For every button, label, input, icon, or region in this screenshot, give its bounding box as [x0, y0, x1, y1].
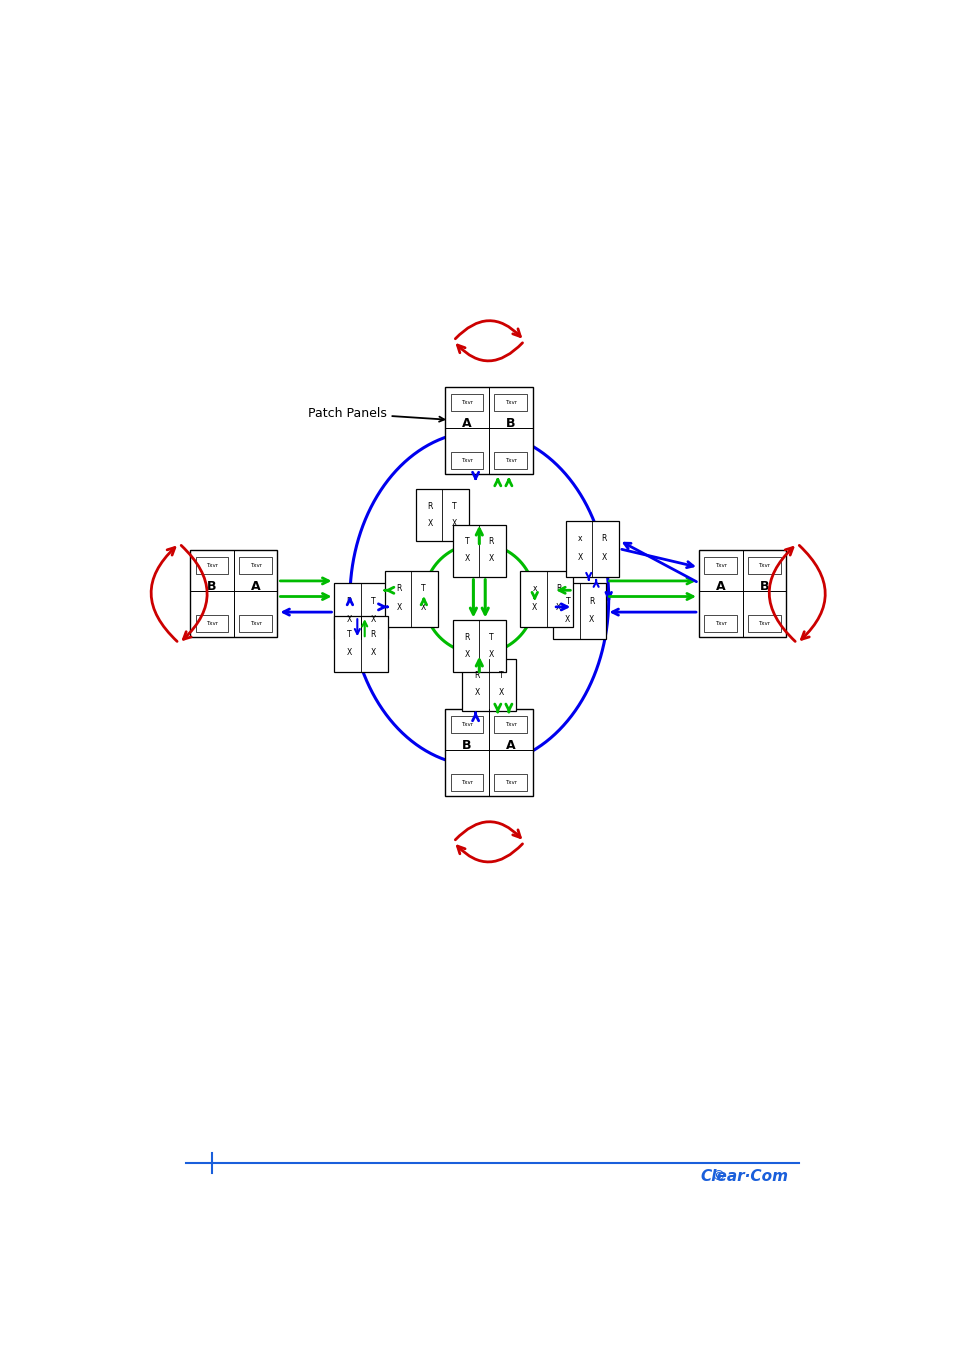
Text: Txvr: Txvr — [758, 621, 769, 626]
FancyBboxPatch shape — [239, 616, 272, 632]
Text: T: T — [565, 597, 570, 606]
FancyBboxPatch shape — [450, 717, 483, 733]
FancyBboxPatch shape — [747, 616, 780, 632]
FancyBboxPatch shape — [335, 616, 387, 672]
Text: Txvr: Txvr — [460, 400, 473, 405]
Text: Txvr: Txvr — [504, 722, 517, 728]
Text: Txvr: Txvr — [504, 400, 517, 405]
Text: R: R — [488, 537, 494, 547]
FancyBboxPatch shape — [190, 549, 277, 637]
FancyBboxPatch shape — [453, 525, 505, 576]
Text: R: R — [427, 502, 433, 510]
Text: R: R — [474, 671, 479, 680]
Text: Txvr: Txvr — [460, 722, 473, 728]
Text: B: B — [759, 580, 768, 594]
Text: R: R — [556, 585, 560, 593]
FancyBboxPatch shape — [195, 616, 228, 632]
Text: Txvr: Txvr — [250, 621, 261, 626]
FancyBboxPatch shape — [553, 583, 606, 639]
Text: Txvr: Txvr — [504, 458, 517, 463]
Text: x: x — [578, 535, 582, 543]
Text: A: A — [715, 580, 725, 594]
Text: R: R — [589, 597, 594, 606]
Text: B: B — [505, 417, 515, 431]
Text: R: R — [396, 585, 401, 593]
Text: X: X — [488, 649, 494, 659]
Text: B: B — [462, 740, 472, 752]
FancyBboxPatch shape — [335, 583, 387, 639]
Text: ©: © — [710, 1169, 724, 1184]
FancyBboxPatch shape — [453, 621, 505, 672]
Text: R: R — [370, 630, 375, 639]
FancyBboxPatch shape — [416, 490, 469, 541]
FancyBboxPatch shape — [384, 571, 437, 626]
FancyBboxPatch shape — [239, 558, 272, 574]
FancyBboxPatch shape — [494, 717, 527, 733]
Text: T: T — [346, 630, 351, 639]
Text: X: X — [532, 602, 537, 612]
Text: A: A — [462, 417, 472, 431]
Text: A: A — [505, 740, 515, 752]
Text: R: R — [601, 535, 606, 543]
Text: Txvr: Txvr — [714, 621, 726, 626]
Text: X: X — [396, 602, 401, 612]
Text: B: B — [207, 580, 216, 594]
Text: X: X — [420, 602, 425, 612]
Text: Txvr: Txvr — [758, 563, 769, 568]
FancyBboxPatch shape — [445, 709, 532, 796]
FancyBboxPatch shape — [699, 549, 785, 637]
Text: X: X — [474, 688, 479, 697]
FancyBboxPatch shape — [519, 571, 573, 626]
Text: X: X — [427, 518, 433, 528]
Text: T: T — [420, 585, 425, 593]
Text: Txvr: Txvr — [206, 621, 218, 626]
Text: Patch Panels: Patch Panels — [308, 406, 444, 421]
Text: X: X — [556, 602, 560, 612]
Text: X: X — [497, 688, 503, 697]
Text: X: X — [346, 616, 352, 624]
FancyBboxPatch shape — [445, 386, 532, 474]
Text: X: X — [464, 649, 470, 659]
Text: Txvr: Txvr — [504, 780, 517, 786]
Text: Txvr: Txvr — [714, 563, 726, 568]
Text: X: X — [565, 616, 570, 624]
FancyBboxPatch shape — [195, 558, 228, 574]
FancyBboxPatch shape — [703, 558, 737, 574]
Text: X: X — [451, 518, 456, 528]
Text: T: T — [371, 597, 375, 606]
Text: R: R — [464, 633, 470, 641]
Text: X: X — [370, 648, 375, 657]
Text: Txvr: Txvr — [206, 563, 218, 568]
FancyBboxPatch shape — [450, 394, 483, 410]
FancyBboxPatch shape — [462, 659, 515, 711]
Text: X: X — [464, 554, 470, 563]
Text: X: X — [578, 552, 582, 562]
Text: T: T — [498, 671, 502, 680]
Text: X: X — [589, 616, 594, 624]
FancyBboxPatch shape — [494, 775, 527, 791]
Text: T: T — [489, 633, 493, 641]
FancyBboxPatch shape — [494, 394, 527, 410]
FancyBboxPatch shape — [703, 616, 737, 632]
FancyBboxPatch shape — [494, 452, 527, 468]
Text: X: X — [346, 648, 352, 657]
FancyBboxPatch shape — [747, 558, 780, 574]
Text: Txvr: Txvr — [250, 563, 261, 568]
Text: x: x — [532, 585, 537, 593]
FancyBboxPatch shape — [450, 452, 483, 468]
Text: Txvr: Txvr — [460, 458, 473, 463]
Text: T: T — [464, 537, 469, 547]
Text: X: X — [488, 554, 494, 563]
Text: Txvr: Txvr — [460, 780, 473, 786]
Text: T: T — [452, 502, 456, 510]
Text: X: X — [601, 552, 606, 562]
Text: Clear·Com: Clear·Com — [700, 1169, 787, 1184]
Text: R: R — [346, 597, 352, 606]
FancyBboxPatch shape — [565, 521, 618, 576]
Text: X: X — [370, 616, 375, 624]
Text: A: A — [251, 580, 260, 594]
FancyBboxPatch shape — [450, 775, 483, 791]
